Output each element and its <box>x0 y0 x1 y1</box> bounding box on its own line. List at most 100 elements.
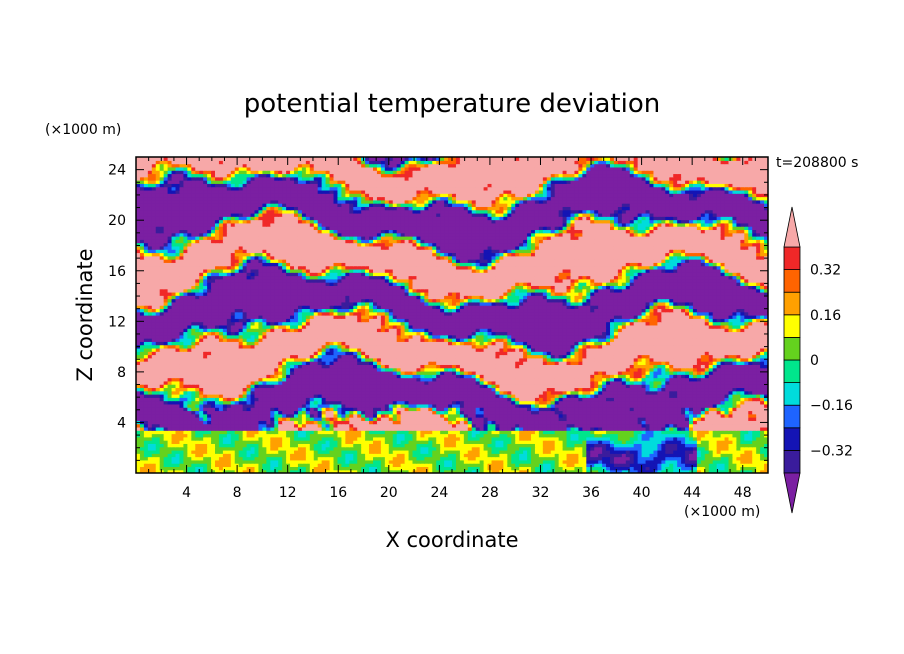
field-cell <box>246 463 252 468</box>
field-cell <box>416 446 421 451</box>
field-cell <box>420 410 425 415</box>
field-cell <box>136 466 141 471</box>
field-cell <box>207 469 212 473</box>
field-cell <box>199 459 204 464</box>
field-cell <box>452 443 457 448</box>
field-cell <box>692 463 698 468</box>
field-cell <box>294 463 299 468</box>
field-cell <box>440 466 445 471</box>
field-cell <box>448 449 453 454</box>
field-cell <box>373 433 378 438</box>
field-cell <box>218 453 224 458</box>
field-cell <box>139 433 145 438</box>
field-cell <box>629 440 635 444</box>
field-cell <box>720 413 726 418</box>
field-cell <box>617 410 623 415</box>
field-cell <box>250 403 256 408</box>
field-cell <box>546 417 552 421</box>
field-cell <box>416 456 421 461</box>
field-cell <box>373 436 378 441</box>
field-cell <box>305 426 311 431</box>
field-cell <box>653 469 658 473</box>
field-cell <box>199 440 204 444</box>
field-cell <box>669 453 674 458</box>
field-cell <box>424 436 429 441</box>
field-cell <box>574 420 579 425</box>
field-cell <box>586 433 591 438</box>
field-cell <box>724 443 730 448</box>
field-cell <box>689 463 694 468</box>
field-cell <box>380 443 386 448</box>
field-cell <box>373 423 378 428</box>
field-cell <box>440 449 445 454</box>
field-cell <box>633 446 639 451</box>
field-cell <box>621 466 627 471</box>
field-cell <box>412 417 418 421</box>
field-cell <box>740 407 745 412</box>
field-cell <box>258 440 263 444</box>
field-cell <box>527 430 532 435</box>
field-cell <box>531 449 536 454</box>
field-cell <box>764 436 768 441</box>
field-cell <box>764 423 768 428</box>
field-cell <box>290 423 295 428</box>
field-cell <box>333 423 339 428</box>
field-cell <box>610 410 615 415</box>
field-cell <box>215 459 220 464</box>
field-cell <box>617 426 623 431</box>
field-cell <box>574 430 579 435</box>
field-cell <box>392 453 398 458</box>
field-cell <box>708 420 714 425</box>
field-cell <box>222 426 228 431</box>
field-cell <box>546 449 552 454</box>
field-cell <box>369 426 374 431</box>
field-cell <box>582 453 587 458</box>
field-cell <box>294 456 299 461</box>
field-cell <box>412 440 418 444</box>
field-cell <box>333 459 339 464</box>
field-cell <box>704 413 710 418</box>
field-cell <box>590 433 595 438</box>
field-cell <box>452 466 457 471</box>
field-cell <box>226 436 232 441</box>
field-cell <box>708 449 714 454</box>
field-cell <box>752 430 757 435</box>
field-cell <box>531 469 536 473</box>
field-cell <box>159 456 165 461</box>
field-cell <box>760 407 765 412</box>
field-cell <box>475 449 481 454</box>
field-cell <box>313 433 319 438</box>
field-cell <box>254 400 260 405</box>
field-cell <box>325 453 331 458</box>
field-cell <box>238 443 244 448</box>
field-cell <box>610 433 615 438</box>
field-cell <box>673 413 678 418</box>
field-cell <box>570 413 576 418</box>
field-cell <box>479 443 485 448</box>
field-cell <box>665 453 670 458</box>
field-cell <box>432 430 437 435</box>
field-cell <box>661 413 666 418</box>
field-cell <box>598 443 603 448</box>
field-cell <box>388 456 394 461</box>
field-cell <box>297 456 303 461</box>
field-cell <box>594 443 599 448</box>
field-cell <box>736 443 741 448</box>
field-cell <box>163 440 169 444</box>
field-cell <box>448 469 453 473</box>
field-cell <box>740 426 745 431</box>
field-cell <box>756 410 761 415</box>
field-cell <box>195 446 200 451</box>
field-cell <box>317 456 323 461</box>
field-cell <box>416 453 421 458</box>
field-cell <box>756 446 761 451</box>
field-cell <box>527 459 532 464</box>
field-cell <box>380 466 386 471</box>
field-cell <box>420 407 425 412</box>
field-cell <box>534 459 540 464</box>
field-cell <box>139 456 145 461</box>
field-cell <box>203 436 208 441</box>
field-cell <box>452 446 457 451</box>
field-cell <box>499 433 504 438</box>
field-cell <box>740 440 745 444</box>
